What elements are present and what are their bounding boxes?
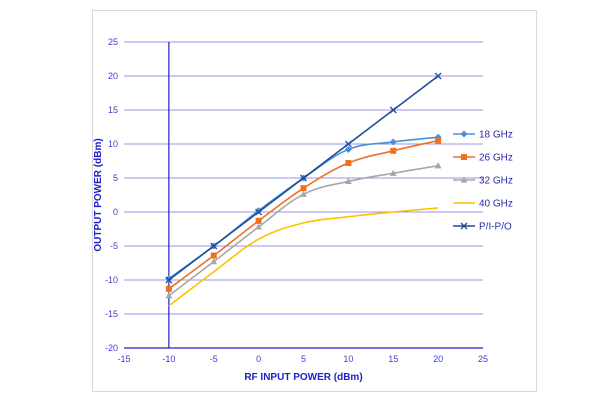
- legend-item: 26 GHz: [453, 153, 513, 164]
- y-tick-label: 25: [108, 37, 118, 47]
- data-point: [255, 223, 263, 230]
- data-point: [210, 258, 218, 265]
- data-point: [210, 242, 218, 250]
- legend-label: 18 GHz: [479, 130, 513, 141]
- x-tick-label: 15: [388, 354, 398, 364]
- data-point: [165, 285, 172, 292]
- y-tick-label: 20: [108, 71, 118, 81]
- y-tick-label: 15: [108, 105, 118, 115]
- x-tick-label: 0: [256, 354, 261, 364]
- legend-label: 26 GHz: [479, 153, 513, 164]
- x-tick-label: 20: [433, 354, 443, 364]
- series-layer: [165, 72, 442, 307]
- y-tick-label: -20: [105, 343, 118, 353]
- data-point: [165, 275, 173, 283]
- x-tick-label: 5: [301, 354, 306, 364]
- x-tick-label: -5: [210, 354, 218, 364]
- data-point: [300, 190, 307, 197]
- legend-marker: [460, 222, 468, 230]
- x-tick-label: 25: [478, 354, 488, 364]
- data-point: [255, 217, 262, 224]
- data-point: [165, 276, 173, 284]
- legend-marker: [460, 176, 468, 183]
- data-point: [389, 106, 397, 114]
- series-40-ghz: [168, 207, 439, 307]
- y-tick-label: -15: [105, 309, 118, 319]
- y-tick-label: 10: [108, 139, 118, 149]
- data-point: [255, 208, 263, 216]
- data-point: [344, 177, 352, 184]
- legend-marker: [460, 130, 468, 138]
- series-p-i-p-o: [165, 72, 442, 284]
- data-point: [344, 145, 352, 153]
- data-point: [300, 174, 307, 182]
- x-tick-label: -15: [117, 354, 130, 364]
- series-line: [168, 207, 439, 307]
- x-axis-title: RF INPUT POWER (dBm): [244, 372, 362, 383]
- data-point: [344, 140, 352, 148]
- x-tick-label: 10: [343, 354, 353, 364]
- legend-item: 32 GHz: [453, 176, 513, 187]
- legend-label: P/I-P/O: [479, 222, 512, 233]
- data-point: [434, 72, 442, 80]
- y-tick-label: -10: [105, 275, 118, 285]
- data-point: [390, 147, 397, 154]
- data-point: [389, 138, 397, 146]
- y-tick-label: 5: [113, 173, 118, 183]
- y-tick-label: 0: [113, 207, 118, 217]
- legend-item: 40 GHz: [453, 199, 513, 210]
- series-26-ghz: [165, 137, 442, 292]
- data-point: [345, 160, 352, 167]
- legend: 18 GHz 26 GHz 32 GHz 40 GHz P/I-P/O: [453, 130, 513, 233]
- data-point: [300, 185, 307, 192]
- legend-marker: [461, 154, 467, 160]
- chart-frame: 25 20 15 10 5 0 -5 -10 -15 -20 -15 -10 -5 0 5 10 15 20 25 …: [92, 10, 537, 392]
- data-point: [165, 292, 173, 299]
- y-axis-title: OUTPUT POWER (dBm): [93, 138, 104, 251]
- legend-item: 18 GHz: [453, 130, 513, 141]
- data-point: [210, 252, 217, 259]
- legend-label: 40 GHz: [479, 199, 513, 210]
- data-point: [435, 137, 442, 144]
- legend-label: 32 GHz: [479, 176, 513, 187]
- series-line: [168, 139, 439, 290]
- data-point: [389, 169, 397, 176]
- legend-item: P/I-P/O: [453, 222, 512, 233]
- x-tick-label: -10: [162, 354, 175, 364]
- y-tick-label: -5: [110, 241, 118, 251]
- series-line: [168, 136, 439, 280]
- series-32-ghz: [165, 162, 442, 299]
- data-point: [434, 162, 442, 169]
